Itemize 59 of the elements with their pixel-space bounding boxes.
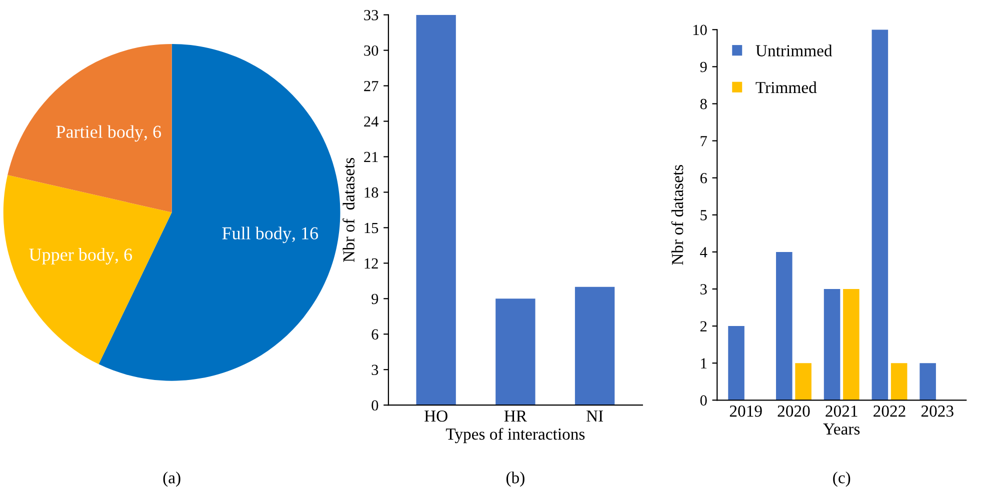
bar xyxy=(776,252,792,400)
y-tick-label: 2 xyxy=(700,321,707,332)
y-tick-label: 6 xyxy=(372,329,378,340)
y-tick-label: 10 xyxy=(693,24,707,36)
slice-label: Upper body xyxy=(29,248,114,264)
pie-slice xyxy=(8,44,172,212)
y-tick-label: 9 xyxy=(372,294,378,304)
bar xyxy=(728,326,744,400)
data-label: , 6 xyxy=(144,126,161,141)
y-axis-title: Nbr of datasets xyxy=(342,158,354,262)
y-tick-label: 21 xyxy=(364,152,378,162)
y-tick-label: 15 xyxy=(364,222,378,234)
x-tick-label: 2020 xyxy=(778,405,810,417)
y-tick-label: 0 xyxy=(700,395,707,406)
y-tick-label: 5 xyxy=(700,210,707,220)
bar xyxy=(416,14,456,406)
data-label: , 6 xyxy=(115,248,132,264)
x-tick-label: 2023 xyxy=(921,405,954,417)
legend-label: Untrimmed xyxy=(756,44,832,56)
text: (a) xyxy=(163,472,180,487)
pie-slice xyxy=(3,174,172,364)
y-tick-label: 8 xyxy=(700,98,707,110)
y-tick-label: 27 xyxy=(364,80,378,92)
bar xyxy=(872,30,888,400)
slice-label: Full body xyxy=(222,226,292,244)
y-tick-label: 1 xyxy=(701,358,706,368)
y-tick-label: 3 xyxy=(700,284,707,294)
slice-label: Partiel body xyxy=(56,125,144,142)
y-tick-label: 9 xyxy=(700,62,707,72)
data-label: , 16 xyxy=(292,227,318,242)
x-tick-label: NI xyxy=(586,410,604,422)
bar xyxy=(920,363,936,400)
x-tick-label: HR xyxy=(504,410,527,422)
text: (c) xyxy=(833,472,850,487)
y-tick-label: 0 xyxy=(372,400,378,411)
y-tick-label: 18 xyxy=(364,187,378,198)
bar xyxy=(890,363,908,400)
x-tick-label: HO xyxy=(424,410,448,422)
bar xyxy=(824,288,840,400)
y-tick-label: 4 xyxy=(700,247,708,258)
y-tick-label: 30 xyxy=(364,45,378,56)
x-tick-label: 2022 xyxy=(874,405,906,417)
y-tick-label: 24 xyxy=(364,116,378,127)
x-axis-title: Types of interactions xyxy=(446,428,585,444)
bar xyxy=(574,286,615,406)
x-axis-title: Years xyxy=(823,424,860,435)
text: (b) xyxy=(506,472,524,487)
y-tick-label: 7 xyxy=(700,136,707,146)
legend-label: Trimmed xyxy=(756,81,817,94)
y-tick-label: 3 xyxy=(372,364,378,376)
bar xyxy=(496,298,536,406)
bar xyxy=(843,288,860,400)
y-tick-label: 12 xyxy=(364,258,378,268)
y-tick-label: 6 xyxy=(700,173,707,184)
y-axis-title: Nbr of datasets xyxy=(671,165,684,265)
bar xyxy=(795,363,812,400)
x-tick-label: 2019 xyxy=(730,405,762,417)
y-tick-label: 33 xyxy=(364,10,378,20)
x-tick-label: 2021 xyxy=(826,405,858,417)
